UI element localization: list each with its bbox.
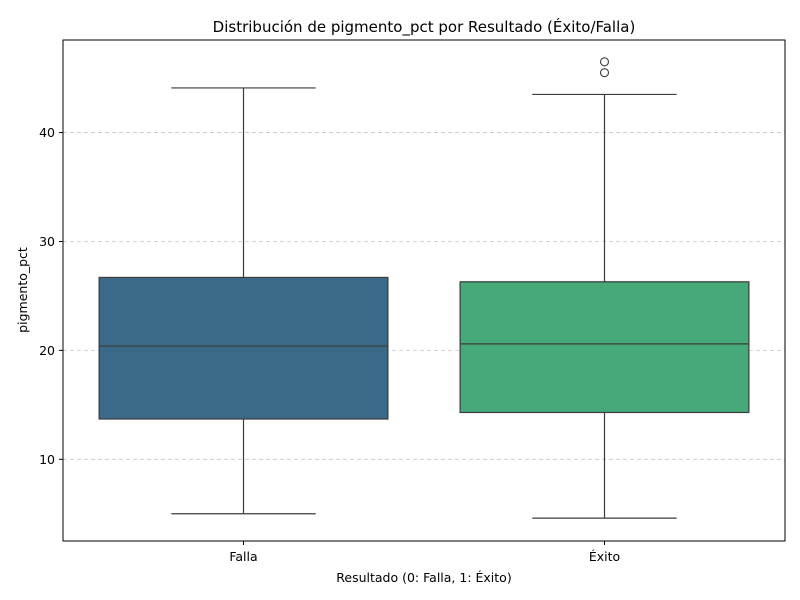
x-tick-label: Éxito: [589, 549, 620, 564]
y-axis: 10 20 30 40: [39, 125, 63, 467]
x-tick-label: Falla: [229, 549, 257, 564]
box-iqr: [98, 276, 389, 420]
outlier-point: [599, 57, 610, 67]
box-group: [98, 87, 389, 515]
y-tick-label: 20: [39, 343, 55, 358]
box-iqr: [459, 281, 750, 414]
outlier-point: [599, 68, 610, 78]
y-tick-label: 10: [39, 452, 55, 467]
y-tick-label: 30: [39, 234, 55, 249]
box-layer: [98, 57, 750, 519]
x-axis: Falla Éxito: [229, 541, 620, 564]
chart-title: Distribución de pigmento_pct por Resulta…: [213, 17, 636, 37]
x-axis-label: Resultado (0: Falla, 1: Éxito): [336, 570, 511, 585]
plot-frame: [62, 39, 786, 542]
box-group: [459, 57, 750, 519]
y-tick-label: 40: [39, 125, 55, 140]
y-axis-label: pigmento_pct: [15, 247, 30, 333]
